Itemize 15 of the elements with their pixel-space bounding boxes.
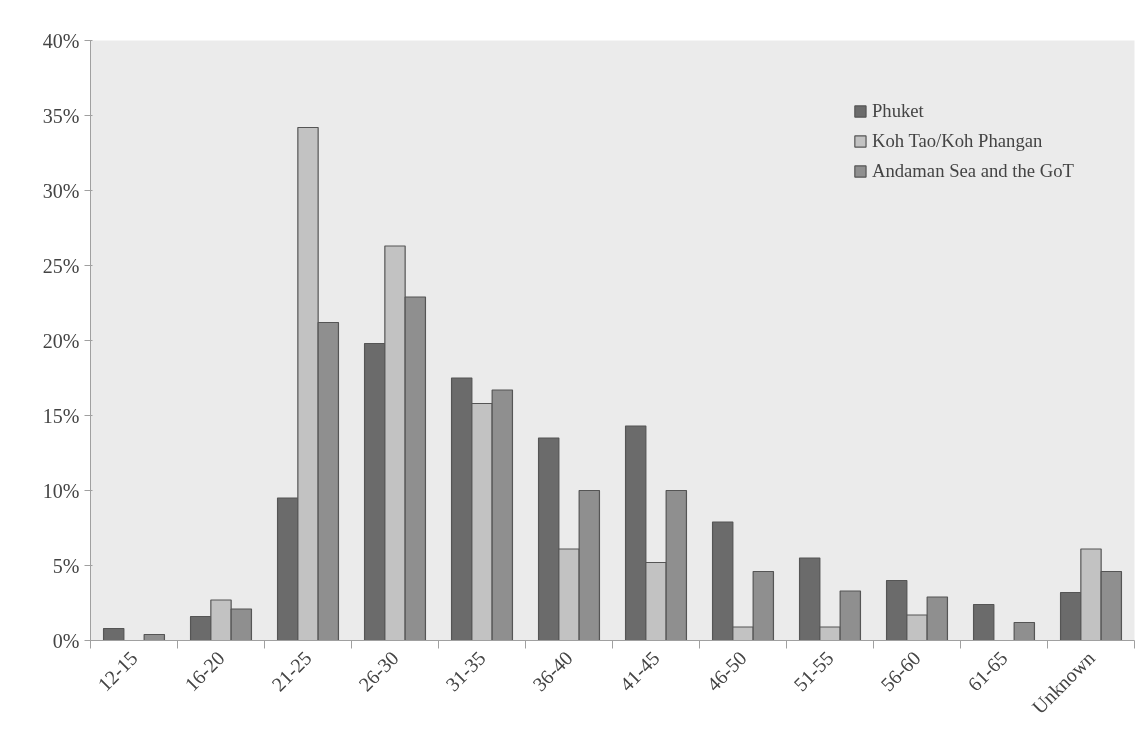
legend-label: Andaman Sea and the GoT xyxy=(871,160,1074,182)
y-tick-label: 0% xyxy=(52,629,80,652)
y-tick-label: 30% xyxy=(42,179,80,202)
bar xyxy=(972,603,995,641)
bar xyxy=(1013,621,1036,641)
y-tick-label: 20% xyxy=(42,329,80,352)
legend-label: Phuket xyxy=(871,100,924,122)
y-tick-label: 35% xyxy=(42,104,80,127)
y-tick-label: 40% xyxy=(42,29,80,52)
bar xyxy=(102,627,125,641)
legend-label: Koh Tao/Koh Phangan xyxy=(871,130,1043,152)
y-tick-label: 5% xyxy=(52,554,80,577)
y-tick-label: 25% xyxy=(42,254,80,277)
y-tick-label: 10% xyxy=(42,479,80,502)
y-tick-label: 15% xyxy=(42,404,80,427)
